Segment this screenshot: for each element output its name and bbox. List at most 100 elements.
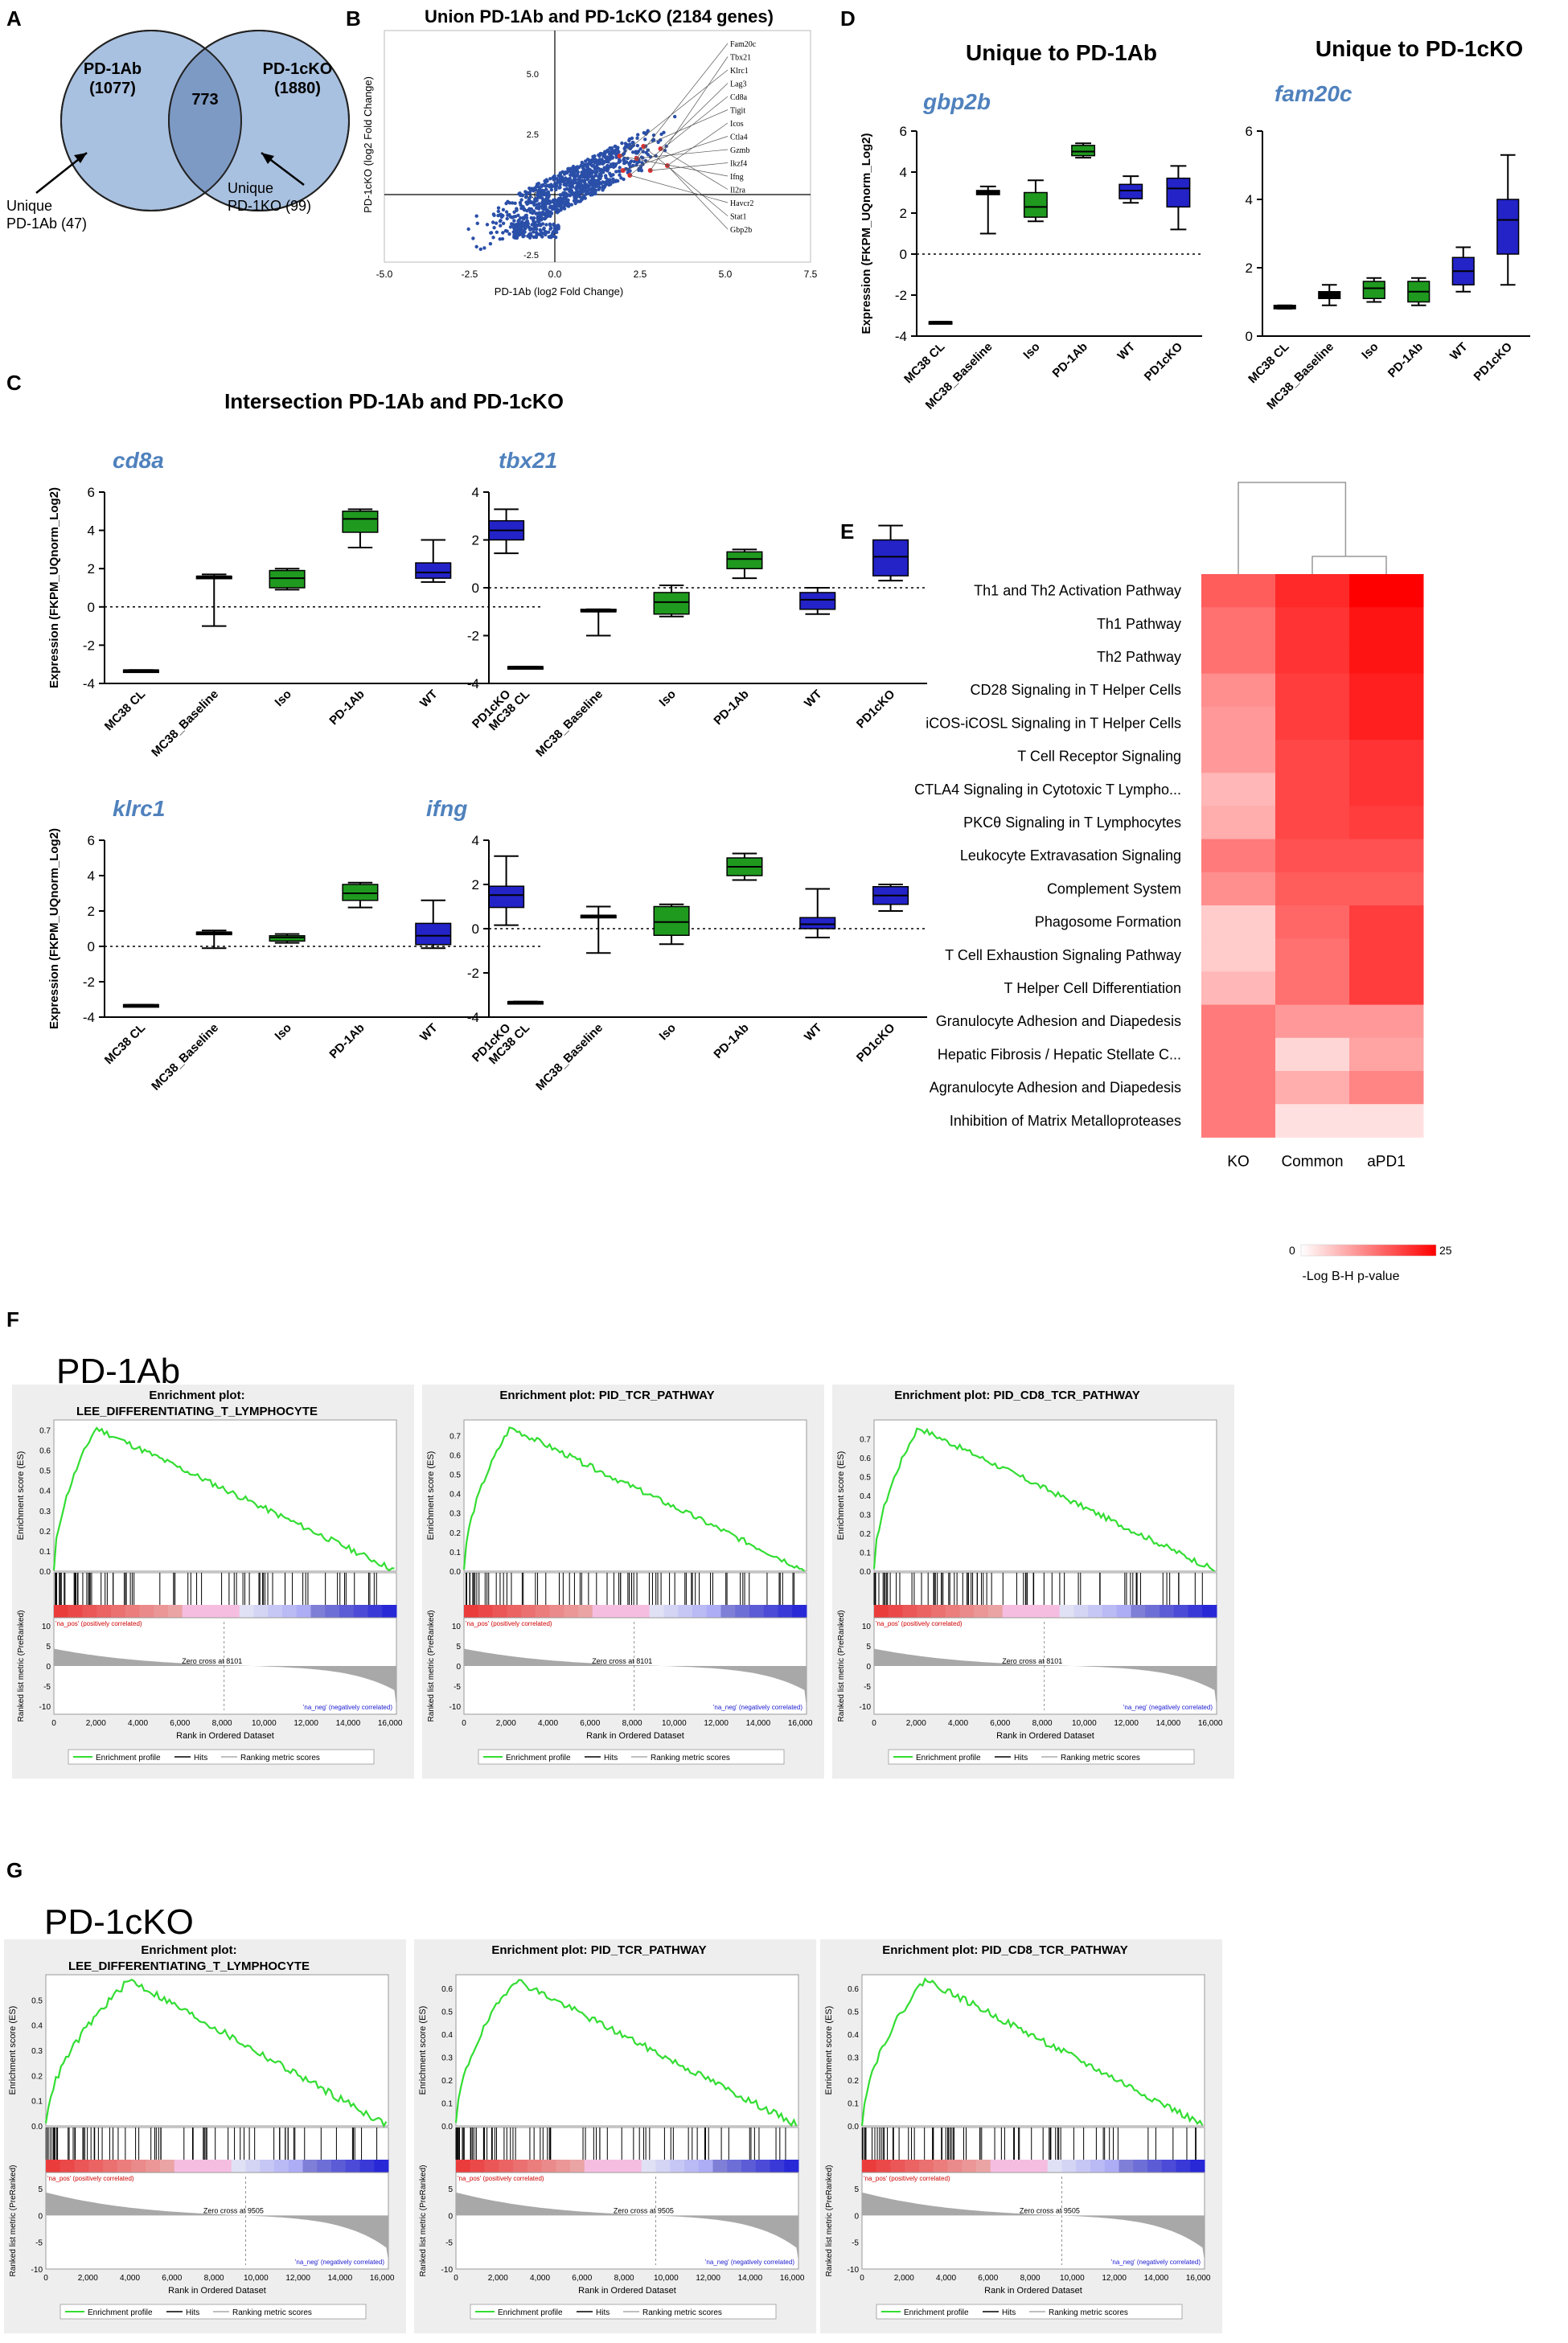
gradient-segment <box>784 2160 799 2173</box>
box-y-tick: 0 <box>1246 329 1253 344</box>
scatter-point <box>521 204 525 209</box>
gene-label: Cd8a <box>730 93 748 102</box>
scatter-point <box>532 218 536 223</box>
box-x-tick: PD-1Ab <box>326 687 367 728</box>
scatter-point <box>607 150 612 154</box>
gradient-segment <box>606 1605 622 1618</box>
scatter-point <box>580 179 584 183</box>
metric-y-tick: 5 <box>854 2185 859 2194</box>
legend-entry: Hits <box>186 2308 199 2317</box>
heatmap-cell <box>1275 607 1350 641</box>
es-y-tick: 0.6 <box>441 1985 453 1994</box>
heatmap-cell <box>1275 1037 1350 1072</box>
gradient-segment <box>919 2160 934 2173</box>
gradient-segment <box>139 1605 154 1618</box>
box-y-tick: 0 <box>88 600 95 615</box>
gradient-segment <box>353 1605 368 1618</box>
scatter-point <box>594 184 598 189</box>
box-PD1cKO <box>1166 165 1191 231</box>
scatter-point <box>593 172 598 177</box>
scatter-point <box>575 195 579 199</box>
gradient-segment <box>578 1605 593 1618</box>
gsea-x-tick: 12,000 <box>293 1719 318 1728</box>
heatmap-cell <box>1349 706 1424 741</box>
heatmap-row-label: Agranulocyte Adhesion and Diapedesis <box>930 1080 1181 1096</box>
legend-entry: Ranking metric scores <box>651 1754 730 1762</box>
zero-cross-label: Zero cross at 8101 <box>182 1657 242 1665</box>
scatter-point <box>540 183 544 187</box>
scatter-point <box>588 158 592 162</box>
gsea-x-tick: 16,000 <box>788 1719 813 1728</box>
es-plot-area <box>873 1419 1217 1572</box>
gene-label-leader <box>667 122 729 166</box>
gsea-x-tick: 10,000 <box>244 2274 269 2283</box>
scatter-point <box>548 211 553 215</box>
scatter-point <box>560 199 564 203</box>
legend-entry: Hits <box>596 2308 610 2317</box>
scatter-point <box>544 223 548 227</box>
scatter-point <box>555 227 559 232</box>
panel-label-b: B <box>346 6 361 31</box>
es-y-label: Enrichment score (ES) <box>824 2006 834 2095</box>
gradient-segment <box>535 1605 550 1618</box>
metric-y-label: Ranked list metric (PreRanked) <box>427 1611 436 1722</box>
gradient-segment <box>862 2160 877 2173</box>
gradient-segment <box>217 2160 232 2173</box>
box-x-tick: PD-1Ab <box>1050 340 1090 380</box>
es-y-tick: 0.1 <box>441 2100 453 2109</box>
scatter-point <box>597 186 602 190</box>
gradient-segment <box>692 1605 708 1618</box>
gradient-segment <box>933 2160 948 2173</box>
pos-label: 'na_pos' (positively correlated) <box>47 2175 134 2182</box>
box-x-tick: PD-1Ab <box>711 687 751 728</box>
heatmap-cell <box>1349 971 1424 1006</box>
gradient-segment <box>1031 1605 1046 1618</box>
gradient-segment <box>874 1605 889 1618</box>
gsea-title: Enrichment plot: PID_TCR_PATHWAY <box>499 1389 714 1402</box>
box-PD1cKO <box>872 884 909 912</box>
gradient-segment <box>598 2160 614 2173</box>
heatmap-col-label: aPD1 <box>1367 1153 1406 1170</box>
box-body <box>653 905 690 936</box>
scatter-point <box>599 167 603 171</box>
scatter-point <box>617 169 621 174</box>
scatter-point <box>491 236 495 240</box>
scatter-point <box>474 214 478 218</box>
gradient-segment <box>499 2160 514 2173</box>
scatter-point <box>656 140 660 145</box>
heatmap-legend-min: 0 <box>1289 1244 1295 1257</box>
scatter-point <box>566 166 570 171</box>
gene-label: Klrc1 <box>730 67 749 76</box>
scatter-point <box>581 185 585 190</box>
es-y-tick: 0.1 <box>848 2100 859 2109</box>
gsea-plot-PD-1Ab-2: Enrichment plot: PID_CD8_TCR_PATHWAY 0.0 0… <box>832 1385 1234 1779</box>
scatter-point <box>482 246 486 250</box>
scatter-point <box>545 197 549 201</box>
box-y-tick: -2 <box>467 629 479 644</box>
gsea-x-tick: 10,000 <box>662 1719 687 1728</box>
scatter-point <box>618 158 622 163</box>
box-WT <box>415 539 452 583</box>
scatter-point <box>642 130 646 135</box>
gradient-segment <box>470 2160 485 2173</box>
scatter-title: Union PD-1Ab and PD-1cKO (2184 genes) <box>425 6 774 27</box>
scatter-point <box>580 160 585 165</box>
box-y-tick: 0 <box>472 581 479 596</box>
scatter-point <box>575 169 580 174</box>
gene-title: klrc1 <box>113 796 165 821</box>
es-y-tick: 0.2 <box>31 2072 43 2081</box>
scatter-point <box>559 178 564 183</box>
heatmap-cell <box>1201 740 1276 773</box>
legend-entry: Hits <box>1014 1754 1028 1762</box>
gradient-segment <box>54 1605 69 1618</box>
heatmap-cell <box>1275 1104 1350 1138</box>
scatter-x-tick: 0.0 <box>548 269 562 280</box>
scatter-point <box>519 198 523 202</box>
box-body <box>653 592 690 615</box>
legend-entry: Ranking metric scores <box>642 2308 722 2317</box>
heatmap-cell <box>1201 607 1276 641</box>
box-Iso <box>269 933 306 944</box>
scatter-point <box>539 232 544 236</box>
scatter-point <box>527 232 532 236</box>
es-y-tick: 0.0 <box>848 2123 859 2132</box>
